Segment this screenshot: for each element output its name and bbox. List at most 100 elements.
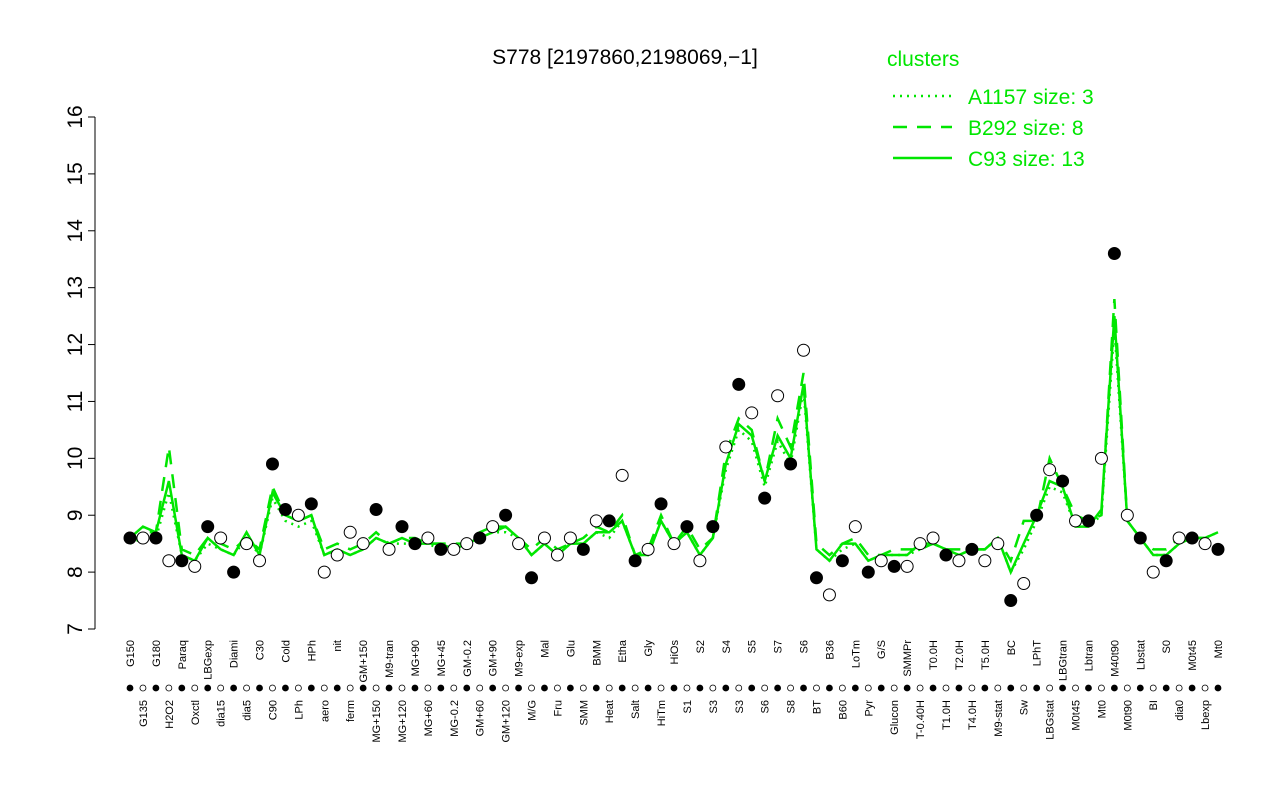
- category-dot: [139, 684, 147, 692]
- data-point: [1030, 508, 1044, 522]
- x-tick-label: GM+150: [358, 640, 370, 683]
- data-point: [525, 571, 539, 585]
- category-dot: [320, 684, 328, 692]
- x-tick-label: S1: [682, 700, 694, 713]
- data-point: [641, 542, 655, 556]
- x-tick-label: Lbtran: [1083, 640, 1095, 671]
- category-dot: [1175, 684, 1183, 692]
- data-point: [654, 497, 668, 511]
- category-dot: [1033, 684, 1041, 692]
- category-dot: [554, 684, 561, 692]
- data-point: [706, 520, 720, 534]
- category-dot: [735, 684, 743, 692]
- x-tick-label: S5: [747, 640, 759, 653]
- data-point: [1004, 594, 1018, 608]
- data-point: [473, 531, 487, 545]
- x-tick-label: T2.0H: [954, 640, 966, 670]
- x-tick-label: S6: [799, 640, 811, 653]
- data-point: [1081, 514, 1095, 528]
- x-tick-label: M0t90: [1122, 700, 1134, 731]
- x-tick-label: Diami: [229, 640, 241, 668]
- category-dot: [579, 684, 587, 692]
- chart-title: S778 [2197860,2198069,−1]: [492, 46, 758, 69]
- data-point: [589, 514, 603, 528]
- category-dot: [541, 684, 548, 692]
- x-tick-label: BI: [1148, 700, 1160, 710]
- data-point: [356, 537, 370, 551]
- x-tick-label: H2O2: [164, 700, 176, 729]
- data-point: [486, 520, 500, 534]
- x-tick-label: Cold: [280, 640, 292, 663]
- x-tick-label: dia5: [242, 700, 254, 721]
- x-tick-label: M0t45: [1187, 640, 1199, 671]
- category-dot: [515, 684, 522, 692]
- y-tick-label: 14: [64, 219, 87, 243]
- x-tick-label: LBGexp: [203, 640, 215, 680]
- category-dot: [1059, 684, 1066, 692]
- data-point: [965, 542, 979, 556]
- category-dot: [826, 684, 833, 692]
- data-point: [369, 503, 383, 517]
- category-dot: [1085, 684, 1092, 692]
- data-point: [809, 571, 823, 585]
- data-point: [745, 406, 759, 420]
- x-tick-label: MG-0.2: [449, 700, 461, 737]
- category-dot: [1162, 684, 1170, 692]
- x-tick-label: MG+120: [397, 700, 409, 743]
- category-dot: [657, 684, 665, 692]
- x-tick-label: S3: [708, 700, 720, 713]
- x-tick-label: Pyr: [863, 700, 875, 717]
- category-dot: [346, 684, 354, 692]
- data-point: [835, 554, 849, 568]
- x-tick-label: LBGtran: [1058, 640, 1070, 681]
- x-tick-label: HiTm: [656, 700, 668, 726]
- x-tick-label: S0: [1161, 640, 1173, 653]
- category-dot: [709, 684, 717, 692]
- data-point: [1120, 508, 1134, 522]
- data-point: [732, 377, 746, 391]
- x-tick-label: dia0: [1174, 700, 1186, 721]
- data-point: [693, 554, 707, 568]
- category-dot: [294, 684, 302, 692]
- data-point: [758, 491, 772, 505]
- category-dot: [787, 684, 794, 692]
- x-tick-label: M9-stat: [993, 700, 1005, 737]
- x-tick-label: MG+90: [410, 640, 422, 676]
- data-point: [978, 554, 992, 568]
- data-point: [395, 520, 409, 534]
- x-tick-label: Etha: [617, 639, 629, 663]
- category-dot: [1123, 684, 1131, 692]
- x-tick-label: M/G: [527, 700, 539, 721]
- y-tick-label: 7: [64, 623, 87, 635]
- data-point: [499, 508, 513, 522]
- category-dot: [683, 684, 691, 692]
- category-dot: [450, 684, 458, 692]
- data-point: [201, 520, 215, 534]
- x-tick-label: G/S: [876, 640, 888, 659]
- y-tick-label: 11: [64, 391, 87, 413]
- x-tick-label: LPhT: [1032, 640, 1044, 667]
- data-point: [1056, 474, 1070, 488]
- x-tick-label: Gly: [643, 640, 655, 657]
- data-point: [149, 531, 163, 545]
- data-point: [784, 457, 798, 471]
- category-dot: [191, 684, 199, 692]
- data-point: [1133, 531, 1147, 545]
- category-dot: [165, 684, 173, 692]
- category-dot: [1136, 684, 1144, 692]
- data-point: [175, 554, 189, 568]
- category-dot: [955, 684, 963, 692]
- category-dot: [864, 684, 872, 692]
- data-point: [1043, 463, 1057, 477]
- x-tick-label: ferm: [345, 700, 357, 722]
- category-dot: [463, 684, 471, 692]
- data-point: [304, 497, 318, 511]
- data-point: [874, 554, 888, 568]
- category-dot: [774, 684, 782, 692]
- data-point: [1107, 247, 1121, 261]
- data-point: [1172, 531, 1186, 545]
- category-dot: [528, 684, 535, 692]
- x-tick-label: Fru: [552, 700, 564, 717]
- category-dot: [489, 684, 497, 692]
- category-dot: [800, 684, 807, 692]
